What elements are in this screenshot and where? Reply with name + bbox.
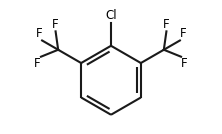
Text: F: F [36, 27, 42, 40]
Text: F: F [34, 57, 41, 70]
Text: F: F [52, 18, 59, 31]
Text: F: F [163, 18, 170, 31]
Text: Cl: Cl [105, 9, 117, 22]
Text: F: F [180, 27, 186, 40]
Text: F: F [181, 57, 188, 70]
